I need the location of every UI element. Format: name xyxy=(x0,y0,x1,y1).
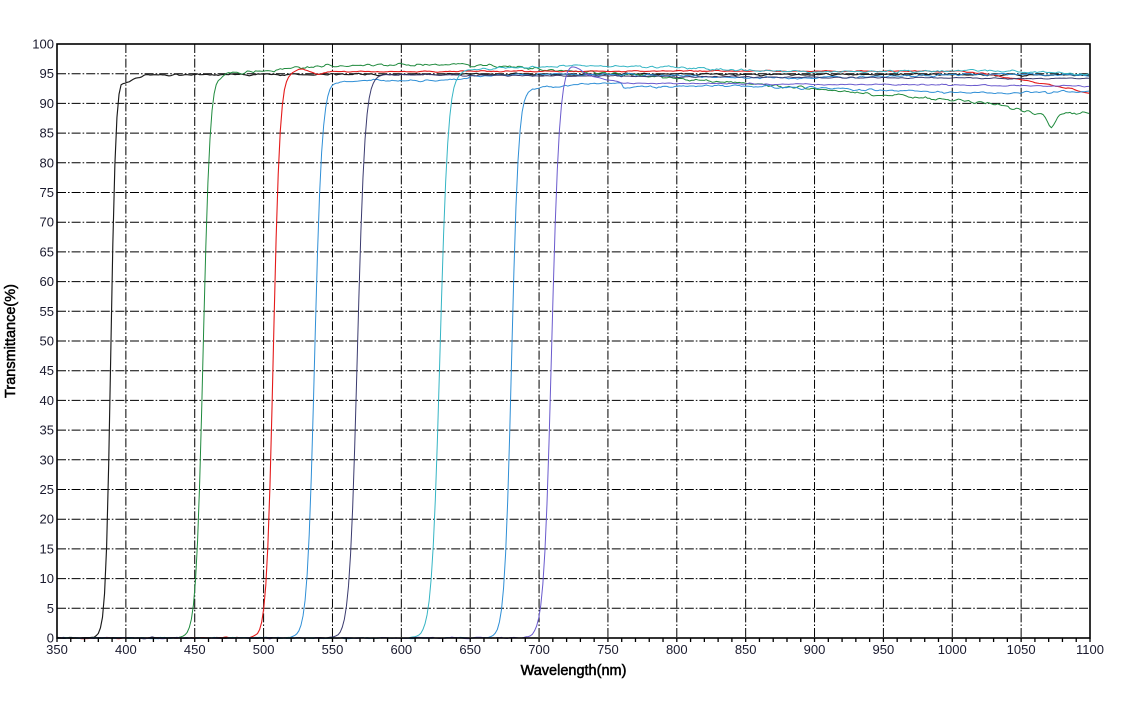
svg-text:80: 80 xyxy=(40,155,54,170)
svg-text:450: 450 xyxy=(184,642,206,657)
svg-text:45: 45 xyxy=(40,363,54,378)
svg-text:0: 0 xyxy=(47,631,54,646)
svg-text:85: 85 xyxy=(40,126,54,141)
svg-text:95: 95 xyxy=(40,66,54,81)
svg-text:1100: 1100 xyxy=(1076,642,1104,657)
svg-text:55: 55 xyxy=(40,304,54,319)
svg-text:550: 550 xyxy=(322,642,344,657)
svg-text:600: 600 xyxy=(390,642,412,657)
svg-text:500: 500 xyxy=(253,642,275,657)
svg-text:70: 70 xyxy=(40,215,54,230)
svg-text:800: 800 xyxy=(666,642,688,657)
svg-text:950: 950 xyxy=(873,642,895,657)
svg-text:750: 750 xyxy=(597,642,619,657)
svg-text:25: 25 xyxy=(40,482,54,497)
svg-text:Transmittance(%): Transmittance(%) xyxy=(3,284,19,398)
svg-text:650: 650 xyxy=(459,642,481,657)
svg-text:40: 40 xyxy=(40,393,54,408)
svg-text:90: 90 xyxy=(40,96,54,111)
svg-text:700: 700 xyxy=(528,642,550,657)
svg-text:15: 15 xyxy=(40,541,54,556)
svg-text:400: 400 xyxy=(115,642,137,657)
svg-text:60: 60 xyxy=(40,274,54,289)
svg-text:100: 100 xyxy=(32,37,54,52)
svg-text:50: 50 xyxy=(40,334,54,349)
svg-text:65: 65 xyxy=(40,244,54,259)
svg-text:1000: 1000 xyxy=(938,642,967,657)
svg-text:850: 850 xyxy=(735,642,757,657)
svg-text:10: 10 xyxy=(40,571,54,586)
svg-text:Wavelength(nm): Wavelength(nm) xyxy=(521,663,627,679)
svg-text:5: 5 xyxy=(47,601,54,616)
svg-text:900: 900 xyxy=(804,642,826,657)
svg-text:30: 30 xyxy=(40,452,54,467)
svg-text:35: 35 xyxy=(40,423,54,438)
svg-text:75: 75 xyxy=(40,185,54,200)
svg-text:1050: 1050 xyxy=(1007,642,1036,657)
svg-text:20: 20 xyxy=(40,512,54,527)
